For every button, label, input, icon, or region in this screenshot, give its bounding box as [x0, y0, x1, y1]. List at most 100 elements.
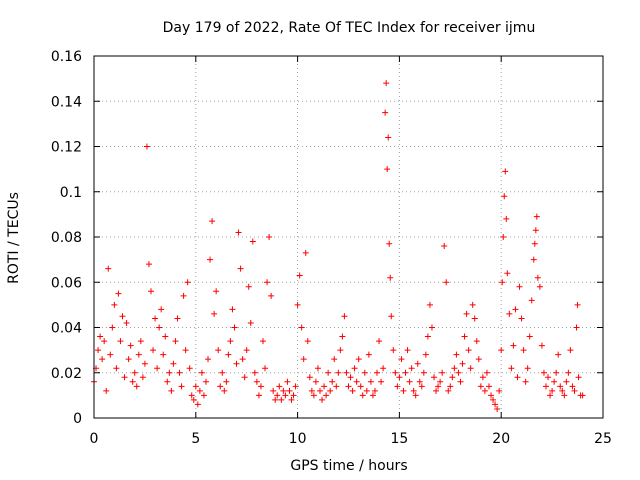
data-point [457, 378, 464, 385]
data-point [533, 213, 540, 220]
data-point [449, 374, 456, 381]
data-point [545, 374, 552, 381]
data-point [341, 313, 348, 320]
data-point [492, 401, 499, 408]
data-point [319, 396, 326, 403]
data-point [571, 387, 578, 394]
data-point [192, 383, 199, 390]
data-point [567, 347, 574, 354]
data-point [424, 333, 431, 340]
data-point [530, 256, 537, 263]
data-point [131, 369, 138, 376]
data-point [290, 392, 297, 399]
data-point [404, 347, 411, 354]
data-point [219, 369, 226, 376]
data-point [202, 378, 209, 385]
data-point [215, 347, 222, 354]
data-point [172, 338, 179, 345]
data-point [235, 229, 242, 236]
y-tick-label: 0.06 [51, 275, 82, 291]
data-point [499, 279, 506, 286]
data-point [420, 369, 427, 376]
y-tick-label: 0.12 [51, 140, 82, 156]
data-point [249, 238, 256, 245]
data-point [109, 324, 116, 331]
data-point [414, 360, 421, 367]
data-point [531, 240, 538, 247]
data-point [150, 347, 157, 354]
data-point [129, 378, 136, 385]
data-point [329, 378, 336, 385]
chart-title: Day 179 of 2022, Rate Of TEC Index for r… [163, 20, 536, 36]
data-point [426, 301, 433, 308]
data-point [518, 315, 525, 322]
data-point [540, 369, 547, 376]
data-point [292, 383, 299, 390]
data-point [357, 383, 364, 390]
data-point [534, 274, 541, 281]
data-point [447, 383, 454, 390]
data-point [180, 292, 187, 299]
data-point [115, 290, 122, 297]
data-point [563, 378, 570, 385]
data-point [467, 365, 474, 372]
data-point [388, 313, 395, 320]
data-point [483, 369, 490, 376]
data-point [331, 356, 338, 363]
data-point [471, 315, 478, 322]
data-point [286, 387, 293, 394]
axis-ticks: 0 5 10 15 20 25 0 0.02 0.04 0.06 0.08 0.1 0.12 0.14 0.… [51, 49, 612, 447]
data-point [288, 396, 295, 403]
data-point [371, 387, 378, 394]
data-point [304, 338, 311, 345]
data-point [574, 301, 581, 308]
data-point [453, 351, 460, 358]
data-point [298, 324, 305, 331]
data-point [383, 80, 390, 87]
data-point [335, 369, 342, 376]
data-point [243, 347, 250, 354]
data-point [522, 378, 529, 385]
data-point [148, 288, 155, 295]
data-point [205, 356, 212, 363]
y-tick-label: 0.02 [51, 366, 82, 382]
data-point [514, 374, 521, 381]
data-point [239, 356, 246, 363]
data-point [503, 215, 510, 222]
data-point [135, 351, 142, 358]
data-point [207, 256, 214, 263]
data-point [498, 347, 505, 354]
data-point [97, 333, 104, 340]
data-point [229, 306, 236, 313]
data-point [278, 396, 285, 403]
data-point [113, 365, 120, 372]
data-point [488, 392, 495, 399]
data-point [160, 351, 167, 358]
data-point [245, 283, 252, 290]
data-point [355, 356, 362, 363]
data-point [121, 374, 128, 381]
data-point [549, 387, 556, 394]
data-point [506, 310, 513, 317]
data-point [111, 301, 118, 308]
x-tick-label: 5 [191, 431, 200, 447]
data-point [127, 342, 134, 349]
y-tick-label: 0.16 [51, 49, 82, 65]
data-point [270, 387, 277, 394]
data-point [369, 392, 376, 399]
data-point [553, 369, 560, 376]
data-point [396, 374, 403, 381]
data-point [510, 342, 517, 349]
data-point [306, 374, 313, 381]
data-point [441, 243, 448, 250]
data-point [272, 396, 279, 403]
data-point [387, 274, 394, 281]
data-point [174, 315, 181, 322]
data-point [251, 369, 258, 376]
data-point [455, 369, 462, 376]
data-point [361, 369, 368, 376]
plot-frame [93, 55, 604, 419]
data-point [294, 301, 301, 308]
data-point [520, 347, 527, 354]
grid-lines [94, 56, 603, 418]
